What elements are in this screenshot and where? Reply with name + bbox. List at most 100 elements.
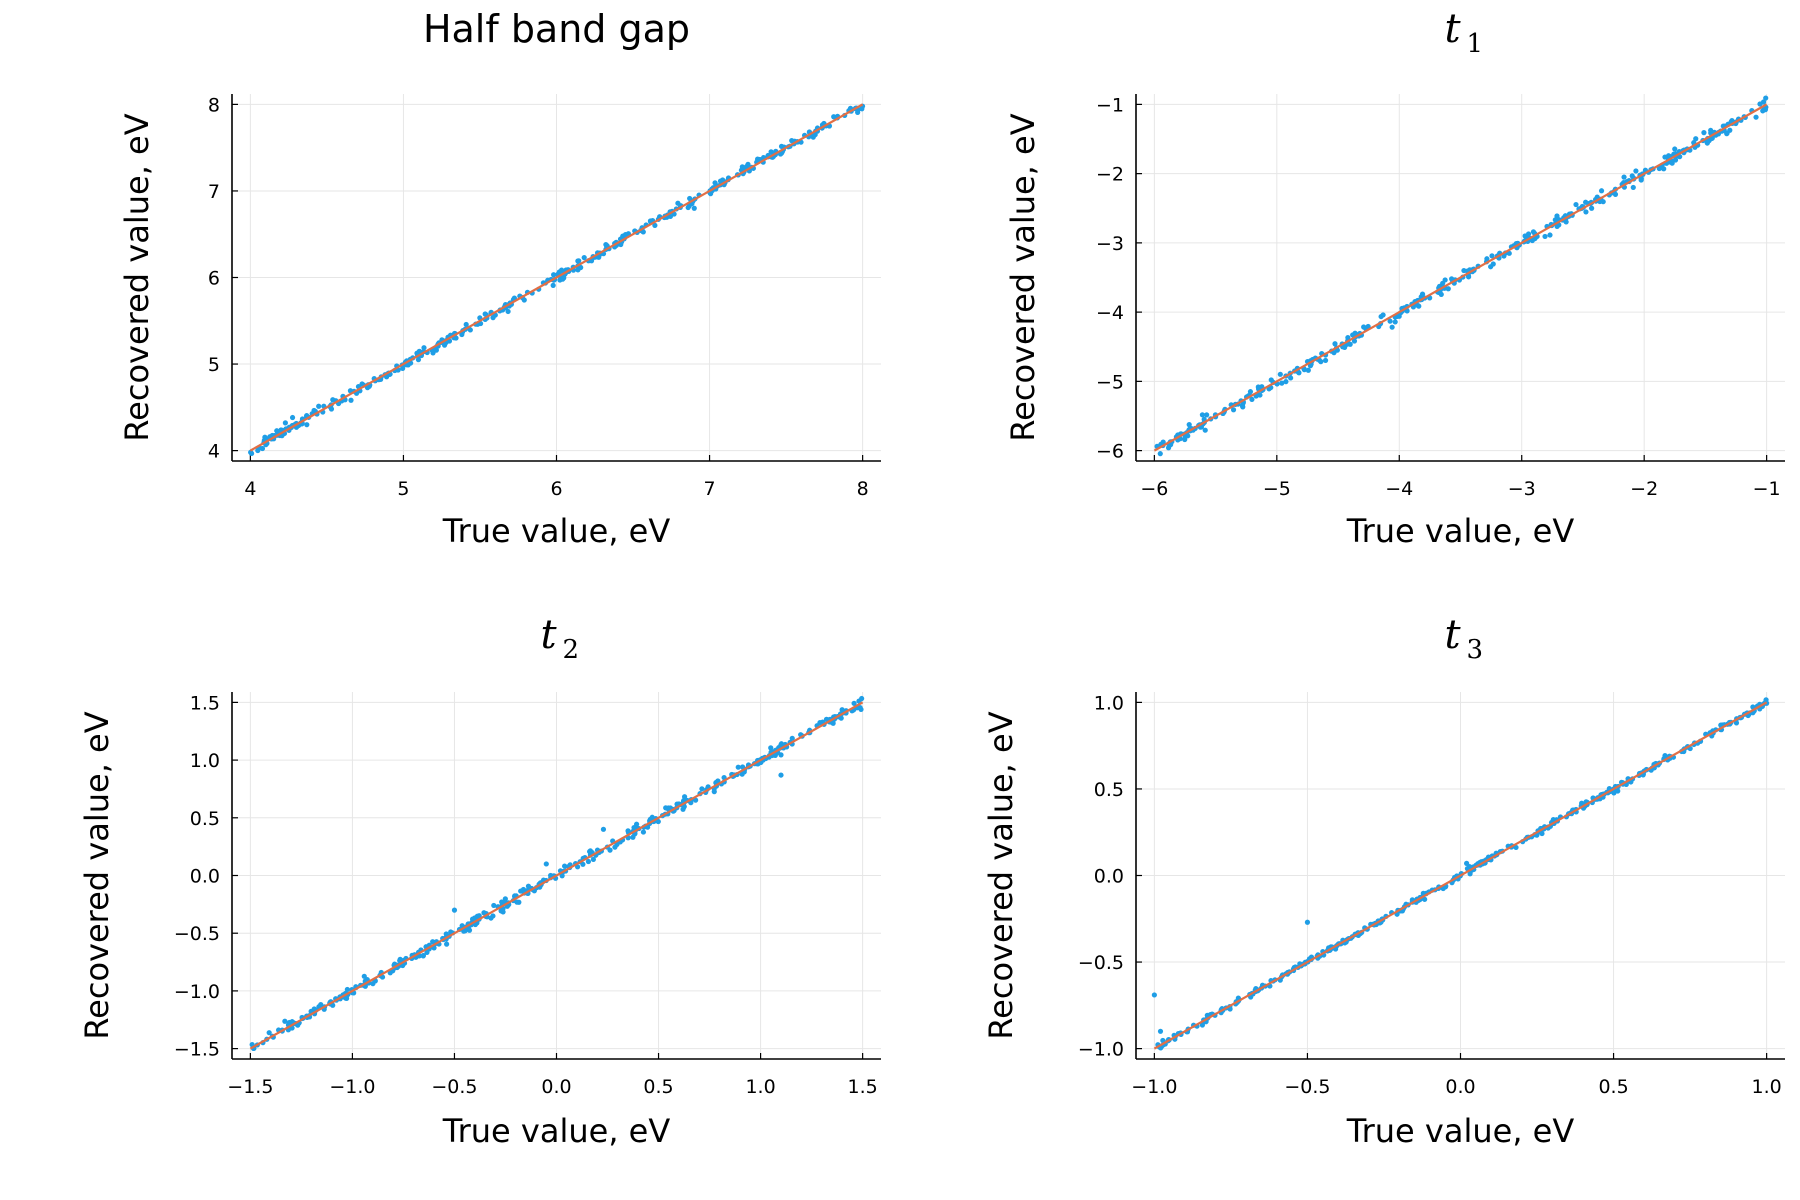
scatter-point — [361, 973, 367, 979]
scatter-point — [685, 204, 691, 211]
scatter-point — [1573, 201, 1579, 208]
scatter-point — [1279, 380, 1285, 386]
scatter-point — [1489, 253, 1495, 259]
chart-title: t — [1444, 6, 1461, 52]
scatter-point — [514, 899, 520, 905]
scatter-point — [1249, 396, 1255, 403]
y-tick-label: −2 — [1096, 164, 1124, 186]
fit-line — [249, 701, 864, 1050]
x-tick-label: 0.0 — [541, 1076, 571, 1098]
x-tick-label: −2 — [1630, 478, 1658, 500]
scatter-point — [1621, 174, 1627, 180]
x-tick-label: 7 — [704, 478, 716, 500]
panel-3: −1.5 −1.0 −0.5 0.0 0.5 1.0 1.5 −1.5 −1.0 −0.5 0.0 0… — [78, 612, 881, 1150]
y-tick-label: −3 — [1096, 233, 1124, 255]
chart-title: Half band gap — [423, 7, 690, 51]
scatter-point — [1630, 184, 1636, 191]
scatter-point — [1542, 233, 1548, 240]
y-axis-label: Recovered value, eV — [78, 711, 116, 1039]
x-tick-label: 0.0 — [1445, 1076, 1475, 1098]
scatter-point — [1199, 1022, 1206, 1028]
scatter-point — [562, 863, 568, 869]
scatter-point — [1283, 379, 1289, 385]
x-tick-label: 1.0 — [1752, 1076, 1782, 1098]
scatter-point — [443, 931, 449, 937]
scatter-point — [282, 1018, 288, 1024]
scatter-point — [448, 929, 454, 935]
scatter-point — [1389, 324, 1395, 330]
scatter-point — [647, 218, 654, 224]
scatter-point — [316, 403, 322, 409]
scatter-point — [1563, 219, 1569, 225]
scatter-point — [1268, 377, 1274, 383]
y-tick-label: 0.0 — [190, 866, 220, 888]
scatter-point — [652, 222, 658, 228]
x-tick-label: −5 — [1263, 478, 1291, 500]
scatter-point — [490, 315, 496, 321]
scatter-point — [1288, 375, 1294, 381]
scatter-point — [1387, 318, 1393, 324]
y-tick-label: 0.0 — [1094, 866, 1124, 888]
scatter-point — [789, 735, 795, 741]
scatter-point — [1157, 1028, 1164, 1034]
y-tick-label: 1.0 — [1094, 692, 1124, 714]
scatter-point — [1669, 160, 1675, 166]
scatter-point — [1351, 338, 1358, 344]
scatter-point — [248, 450, 255, 457]
scatter-point — [1583, 209, 1589, 215]
scatter-point — [420, 952, 426, 959]
scatter-point — [348, 397, 354, 403]
scatter-point — [304, 422, 310, 428]
scatter-point — [286, 1019, 293, 1026]
scatter-point — [778, 143, 785, 149]
scatter-point — [1552, 217, 1558, 223]
panel-2: −6 −5 −4 −3 −2 −1 −6 −5 −4 −3 −2 −1 t 1 True value, eV… — [1004, 6, 1785, 550]
y-tick-label: −1.0 — [1078, 1039, 1124, 1061]
scatter-point — [1332, 341, 1338, 347]
scatter-point — [830, 720, 836, 726]
scatter-point — [585, 858, 592, 865]
scatter-point — [505, 308, 511, 315]
scatter-point — [630, 834, 636, 840]
scatter-point — [851, 700, 857, 706]
scatter-point — [1204, 412, 1210, 418]
scatter-point — [859, 106, 865, 112]
scatter-point — [1304, 919, 1311, 925]
scatter-point — [543, 861, 549, 867]
scatter-point — [817, 720, 823, 726]
y-tick-label: 7 — [208, 181, 220, 203]
scatter-point — [1185, 433, 1191, 439]
scatter-point — [1392, 319, 1398, 325]
scatter-point — [421, 345, 427, 351]
scatter-point — [675, 200, 681, 206]
scatter-point — [590, 856, 596, 863]
scatter-point — [1157, 451, 1163, 457]
scatter-point — [1727, 127, 1733, 133]
scatter-point — [1513, 844, 1519, 851]
y-tick-label: 0.5 — [1094, 779, 1124, 801]
scatter-point — [581, 255, 587, 261]
x-axis-label: True value, eV — [442, 512, 671, 550]
y-tick-label: 1.0 — [190, 750, 220, 772]
scatter-point — [1182, 436, 1188, 443]
x-tick-label: 5 — [397, 478, 409, 500]
scatter-point — [491, 902, 497, 909]
x-axis-label: True value, eV — [1346, 512, 1575, 550]
x-tick-label: −1.5 — [227, 1076, 273, 1098]
scatter-point — [680, 806, 686, 812]
chart-title-subscript: 1 — [1467, 29, 1484, 59]
x-tick-label: −1 — [1753, 478, 1781, 500]
fit-line — [1153, 701, 1768, 1050]
scatter-point — [1380, 312, 1386, 318]
scatter-point — [735, 764, 741, 770]
scatter-point — [1322, 357, 1329, 364]
y-tick-label: 1.5 — [190, 692, 220, 714]
scatter-point — [1701, 130, 1707, 136]
scatter-point — [1763, 95, 1769, 101]
scatter-point — [1633, 168, 1639, 174]
scatter-point — [463, 321, 469, 328]
x-tick-label: 0.5 — [643, 1076, 673, 1098]
scatter-point — [1396, 313, 1402, 319]
scatter-point — [397, 958, 403, 964]
